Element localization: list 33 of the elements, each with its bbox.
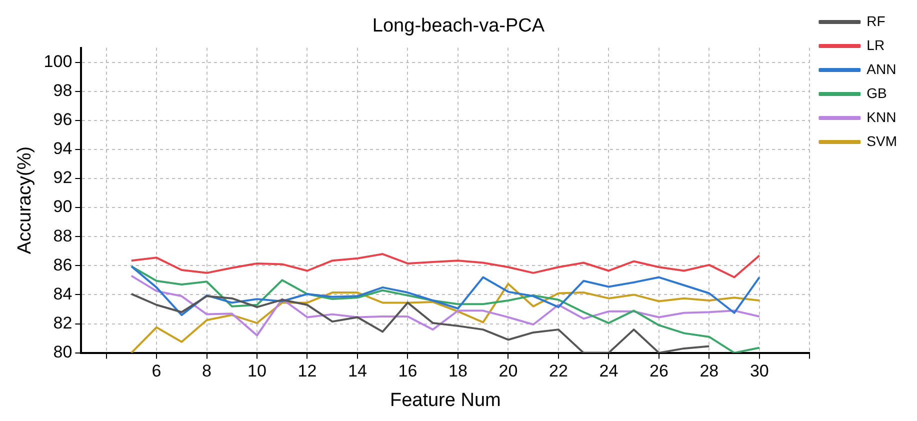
- y-tick-label: 88: [53, 226, 72, 246]
- x-tick-label: 6: [152, 362, 162, 381]
- x-tick-label: 18: [448, 362, 468, 381]
- y-axis-title: Accuracy(%): [14, 146, 36, 254]
- legend-label: GB: [866, 84, 887, 101]
- y-tick-label: 98: [53, 81, 72, 100]
- y-tick-label: 96: [53, 110, 72, 130]
- legend-label: KNN: [866, 108, 896, 125]
- y-tick-label: 100: [44, 52, 72, 72]
- y-tick-label: 92: [53, 168, 72, 188]
- y-tick-label: 82: [53, 313, 72, 332]
- x-tick-label: 26: [649, 362, 668, 381]
- y-tick-label: 84: [53, 284, 72, 304]
- x-tick-label: 30: [750, 362, 769, 381]
- x-tick-label: 24: [599, 362, 618, 381]
- legend-label: ANN: [866, 60, 896, 77]
- x-tick-label: 20: [498, 362, 518, 381]
- x-tick-label: 16: [398, 362, 418, 381]
- legend-label: LR: [866, 36, 885, 53]
- x-axis-title: Feature Num: [390, 390, 501, 411]
- legend-label: SVM: [866, 132, 898, 149]
- y-tick-label: 90: [53, 197, 72, 216]
- y-tick-label: 94: [53, 139, 72, 158]
- y-tick-label: 86: [53, 255, 72, 274]
- x-tick-label: 28: [700, 362, 719, 381]
- y-tick-label: 80: [53, 342, 72, 362]
- x-tick-label: 22: [548, 362, 568, 381]
- x-tick-label: 14: [348, 362, 367, 381]
- chart-title: Long-beach-va-PCA: [372, 16, 545, 37]
- x-tick-label: 10: [248, 362, 266, 381]
- x-tick-label: 12: [298, 362, 317, 381]
- x-tick-label: 8: [202, 362, 212, 381]
- legend-label: RF: [866, 12, 886, 29]
